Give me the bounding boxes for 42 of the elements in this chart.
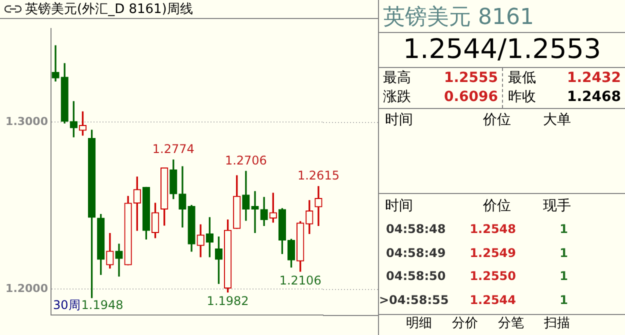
text: 0.6096 (444, 88, 498, 106)
text: 1.2468 (566, 88, 621, 106)
text: 明细 (405, 315, 433, 333)
text: 1.2555 (444, 69, 498, 87)
text: 1.2550 (470, 268, 516, 285)
annotation: 30周 (53, 298, 80, 312)
text: 04:58:49 (386, 244, 446, 262)
text: 涨跌 (383, 88, 411, 106)
text: >04:58:55 (379, 292, 449, 308)
text: 1 (560, 268, 568, 285)
text: 1 (560, 244, 568, 262)
text: 1 (560, 221, 568, 238)
annotation: 1.1948 (81, 298, 124, 312)
text: 最低 (508, 69, 536, 87)
text: 04:58:50 (386, 268, 446, 285)
annotation: 1.2106 (279, 274, 322, 288)
text: 英镑美元 8161 (383, 4, 534, 32)
text: 时间 (385, 197, 413, 215)
text: 1.2544 (470, 292, 516, 308)
annotation: 1.2706 (224, 153, 267, 168)
text: 昨收 (508, 88, 536, 106)
text: 1.2548 (470, 221, 516, 238)
text: 时间 (385, 111, 413, 129)
text: 最高 (383, 69, 411, 87)
text: 1.2544/1.2553 (379, 32, 625, 68)
text: 价位 (483, 197, 511, 215)
text: 1.2549 (470, 244, 516, 262)
annotation: 1.2615 (297, 168, 340, 183)
y-tick-label: 1.2000 (6, 282, 48, 295)
annotation: 1.2774 (152, 142, 194, 156)
text: 价位 (483, 111, 511, 129)
text: 现手 (543, 197, 571, 215)
text: 1 (560, 292, 568, 308)
y-tick-label: 1.3000 (6, 114, 48, 128)
text: 分价 (451, 315, 479, 333)
text: 分笔 (497, 315, 525, 333)
text: 1.2432 (566, 69, 621, 87)
text: 04:58:48 (386, 221, 446, 238)
text: 扫描 (543, 315, 571, 333)
text: 大单 (543, 111, 571, 129)
chart-title: 英镑美元(外汇_D 8161)周线 (25, 1, 193, 18)
annotation: 1.1982 (206, 294, 249, 308)
